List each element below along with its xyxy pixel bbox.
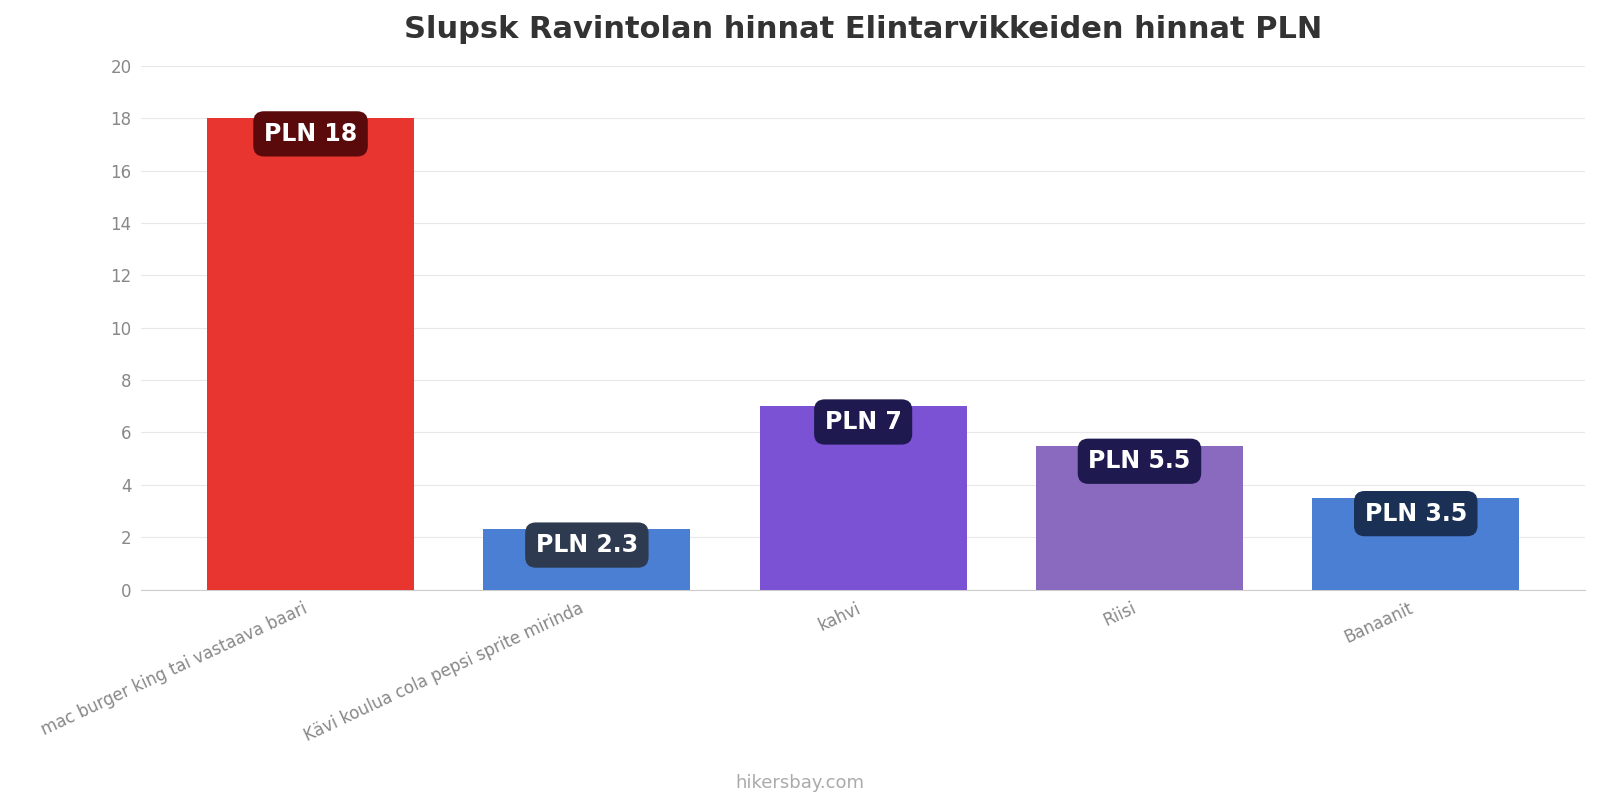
- Title: Slupsk Ravintolan hinnat Elintarvikkeiden hinnat PLN: Slupsk Ravintolan hinnat Elintarvikkeide…: [405, 15, 1322, 44]
- Bar: [1035, 446, 1243, 590]
- Bar: [1312, 498, 1520, 590]
- Text: PLN 2.3: PLN 2.3: [536, 533, 638, 557]
- Text: PLN 18: PLN 18: [264, 122, 357, 146]
- Text: PLN 5.5: PLN 5.5: [1088, 450, 1190, 474]
- Bar: [760, 406, 966, 590]
- Bar: [483, 530, 691, 590]
- Text: PLN 7: PLN 7: [824, 410, 901, 434]
- Text: hikersbay.com: hikersbay.com: [736, 774, 864, 792]
- Text: PLN 3.5: PLN 3.5: [1365, 502, 1467, 526]
- Bar: [206, 118, 414, 590]
